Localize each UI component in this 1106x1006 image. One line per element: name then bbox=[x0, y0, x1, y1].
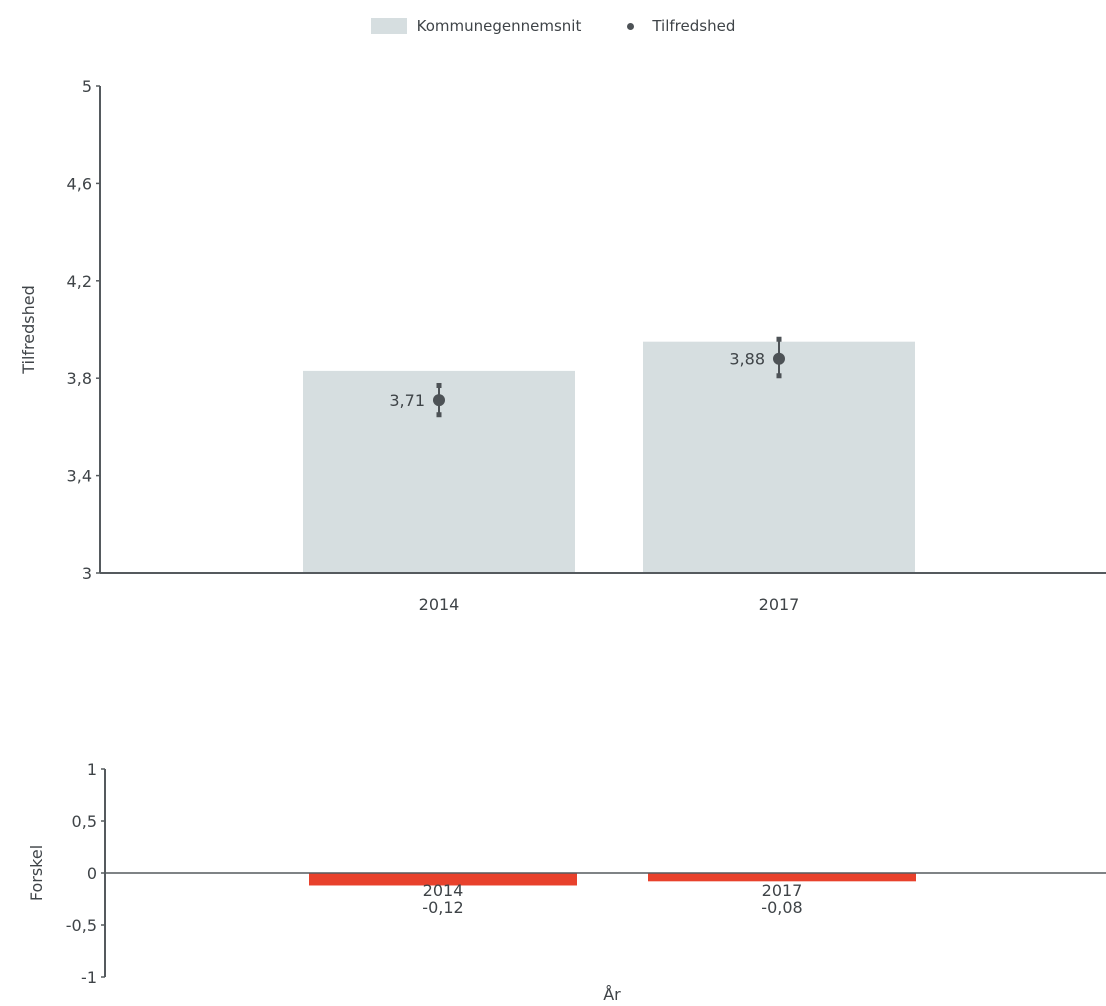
difference-value-label: -0,08 bbox=[761, 898, 802, 917]
y-tick-label: 0 bbox=[87, 864, 97, 883]
legend-bar-swatch bbox=[370, 18, 407, 34]
difference-category-label: 2014 bbox=[423, 881, 464, 900]
y-tick-label: 0,5 bbox=[72, 812, 97, 831]
difference-category-label: 2017 bbox=[762, 881, 803, 900]
y-tick-label: 4,6 bbox=[67, 174, 92, 193]
error-cap-high-2017 bbox=[776, 336, 782, 342]
legend-point-swatch bbox=[627, 22, 635, 30]
y-tick-label: -1 bbox=[81, 968, 97, 987]
error-cap-low-2017 bbox=[776, 373, 782, 379]
x-tick-label: 2014 bbox=[419, 595, 460, 614]
satisfaction-point-2017 bbox=[773, 352, 785, 365]
difference-chart: 2014-0,12 2017-0,08 -1 -0,5 0 0,5 1 Forskel År bbox=[27, 760, 1106, 1004]
y-tick-label: 4,2 bbox=[67, 272, 92, 291]
x-tick-label: 2017 bbox=[759, 595, 800, 614]
x-axis-title: År bbox=[603, 985, 621, 1004]
y-tick-label: 5 bbox=[82, 77, 92, 96]
satisfaction-label-2017: 3,88 bbox=[729, 350, 765, 369]
chart-legend: Kommunegennemsnit Tilfredshed bbox=[0, 14, 1106, 38]
satisfaction-chart: 3,71 3,88 3 3,4 3,8 4,2 4,6 5 2014 2017 Tilfredshe… bbox=[19, 77, 1106, 614]
y-tick-label: 3,8 bbox=[67, 369, 92, 388]
y-tick-label: 1 bbox=[87, 760, 97, 779]
legend-item-satisfaction[interactable]: Tilfredshed bbox=[621, 17, 735, 35]
y-axis-title: Forskel bbox=[27, 845, 46, 901]
y-axis-title: Tilfredshed bbox=[19, 285, 38, 375]
satisfaction-label-2014: 3,71 bbox=[389, 391, 425, 410]
legend-bar-label: Kommunegennemsnit bbox=[416, 17, 582, 35]
error-cap-high-2014 bbox=[436, 383, 442, 389]
y-tick-label: 3,4 bbox=[67, 467, 92, 486]
error-cap-low-2014 bbox=[436, 412, 442, 418]
y-tick-label: 3 bbox=[82, 564, 92, 583]
satisfaction-point-2014 bbox=[433, 394, 445, 407]
legend-point-label: Tilfredshed bbox=[652, 17, 736, 35]
y-tick-label: -0,5 bbox=[66, 916, 97, 935]
legend-item-average[interactable]: Kommunegennemsnit bbox=[370, 17, 582, 35]
difference-bar-2014 bbox=[309, 873, 577, 886]
average-bar-2017 bbox=[643, 341, 915, 573]
difference-bar-2017 bbox=[648, 873, 916, 882]
difference-value-label: -0,12 bbox=[422, 898, 463, 917]
